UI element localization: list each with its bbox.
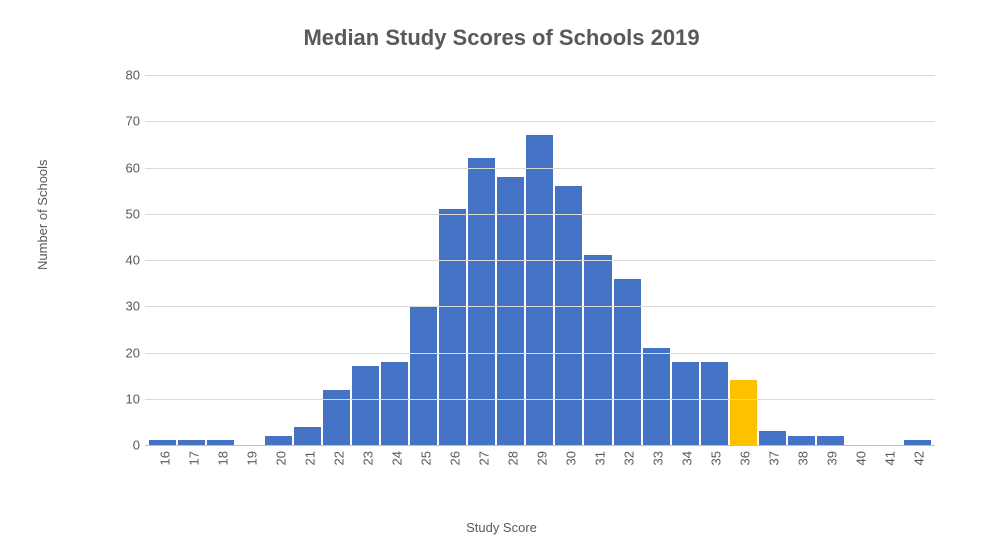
bar xyxy=(439,209,466,445)
x-tick-label: 23 xyxy=(356,445,375,465)
x-tick-label: 34 xyxy=(676,445,695,465)
x-tick-label: 27 xyxy=(472,445,491,465)
gridline xyxy=(145,260,935,261)
bar xyxy=(759,431,786,445)
gridline xyxy=(145,399,935,400)
gridline xyxy=(145,75,935,76)
bar xyxy=(788,436,815,445)
x-tick-label: 35 xyxy=(705,445,724,465)
bar xyxy=(701,362,728,445)
x-tick-label: 30 xyxy=(559,445,578,465)
bar xyxy=(265,436,292,445)
x-tick-label: 40 xyxy=(850,445,869,465)
x-tick-label: 39 xyxy=(821,445,840,465)
x-tick-label: 41 xyxy=(879,445,898,465)
bar xyxy=(643,348,670,445)
bar xyxy=(584,255,611,445)
histogram-chart: Median Study Scores of Schools 2019 Numb… xyxy=(50,20,953,530)
x-tick-label: 29 xyxy=(530,445,549,465)
plot-area: 1617181920212223242526272829303132333435… xyxy=(145,75,935,446)
bar xyxy=(730,380,757,445)
chart-title: Median Study Scores of Schools 2019 xyxy=(50,25,953,51)
x-tick-label: 18 xyxy=(211,445,230,465)
bar xyxy=(410,306,437,445)
y-tick-label: 0 xyxy=(105,438,140,453)
x-tick-label: 25 xyxy=(414,445,433,465)
x-tick-label: 21 xyxy=(298,445,317,465)
x-tick-label: 37 xyxy=(763,445,782,465)
y-tick-label: 20 xyxy=(105,345,140,360)
x-tick-label: 36 xyxy=(734,445,753,465)
x-tick-label: 38 xyxy=(792,445,811,465)
x-tick-label: 22 xyxy=(327,445,346,465)
bar xyxy=(555,186,582,445)
x-tick-label: 32 xyxy=(618,445,637,465)
x-tick-label: 31 xyxy=(588,445,607,465)
gridline xyxy=(145,214,935,215)
y-tick-label: 60 xyxy=(105,160,140,175)
bar xyxy=(497,177,524,445)
x-tick-label: 20 xyxy=(269,445,288,465)
y-tick-label: 30 xyxy=(105,299,140,314)
y-tick-label: 50 xyxy=(105,206,140,221)
bar xyxy=(352,366,379,445)
x-tick-label: 26 xyxy=(443,445,462,465)
bar xyxy=(614,279,641,446)
y-axis-label: Number of Schools xyxy=(35,159,50,270)
x-tick-label: 16 xyxy=(153,445,172,465)
gridline xyxy=(145,121,935,122)
bar xyxy=(468,158,495,445)
gridline xyxy=(145,353,935,354)
x-axis-label: Study Score xyxy=(50,520,953,535)
bar xyxy=(381,362,408,445)
y-tick-label: 70 xyxy=(105,114,140,129)
bar xyxy=(672,362,699,445)
y-tick-label: 40 xyxy=(105,253,140,268)
y-tick-label: 10 xyxy=(105,391,140,406)
y-tick-label: 80 xyxy=(105,68,140,83)
x-tick-label: 17 xyxy=(182,445,201,465)
x-tick-label: 28 xyxy=(501,445,520,465)
x-tick-label: 24 xyxy=(385,445,404,465)
x-tick-label: 42 xyxy=(908,445,927,465)
gridline xyxy=(145,168,935,169)
x-tick-label: 19 xyxy=(240,445,259,465)
gridline xyxy=(145,306,935,307)
bar xyxy=(817,436,844,445)
x-tick-label: 33 xyxy=(647,445,666,465)
bar xyxy=(294,427,321,446)
